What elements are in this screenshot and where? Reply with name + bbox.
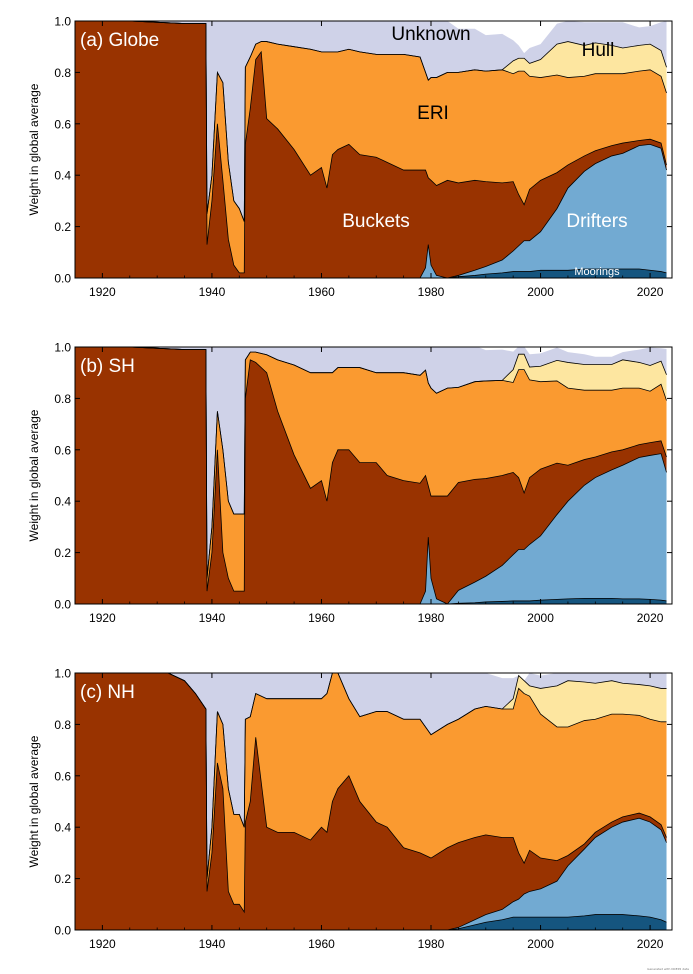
series-line-buckets — [75, 673, 667, 914]
x-tick-label: 2000 — [527, 611, 554, 625]
x-tick-label: 2000 — [527, 937, 554, 951]
y-tick-label: 0.6 — [54, 443, 71, 457]
y-axis-label: Weight in global average — [27, 409, 41, 541]
annotation-hull: Hull — [582, 40, 615, 61]
x-tick-label: 2000 — [527, 285, 554, 299]
axes-frame — [74, 672, 673, 931]
panel-title: (c) NH — [80, 682, 135, 703]
series-line-drifters — [75, 143, 667, 278]
series-area-drifters — [75, 453, 667, 604]
y-tick-label: 0.4 — [54, 821, 71, 835]
panel-globe: 1920 1940 1960 1980 2000 2020 0.0 0.2 0.4 0.6 0.8 1… — [27, 15, 673, 299]
series-area-buckets — [75, 347, 667, 604]
series-line-moorings — [75, 914, 667, 930]
series-area-hull — [75, 673, 667, 879]
plot-area — [75, 673, 667, 930]
plot-area — [75, 21, 667, 278]
series-line-buckets — [75, 347, 667, 592]
axes-frame — [74, 20, 673, 279]
x-tick-label: 1920 — [89, 285, 116, 299]
annotation-moorings: Moorings — [574, 266, 620, 278]
series-area-buckets — [75, 673, 667, 930]
series-area-buckets — [75, 21, 667, 278]
annotation-buckets: Buckets — [342, 211, 410, 232]
series-area-moorings — [75, 598, 667, 604]
x-tick-label: 1940 — [199, 611, 226, 625]
y-tick-label: 0.4 — [54, 169, 71, 183]
annotation-eri: ERI — [417, 103, 449, 124]
series-area-unknown — [75, 347, 667, 579]
series-area-drifters — [75, 818, 667, 930]
y-tick-label: 0.2 — [54, 872, 71, 886]
x-tick-label: 2020 — [637, 285, 664, 299]
annotation-unknown: Unknown — [391, 24, 470, 45]
y-tick-label: 0.4 — [54, 495, 71, 509]
y-tick-label: 0.8 — [54, 66, 71, 80]
y-tick-label: 0.6 — [54, 117, 71, 131]
y-tick-label: 1.0 — [54, 667, 71, 681]
panel-title: (a) Globe — [80, 30, 159, 51]
series-line-drifters — [75, 817, 667, 930]
y-tick-label: 0.0 — [54, 924, 71, 938]
y-tick-label: 1.0 — [54, 15, 71, 29]
x-tick-label: 2020 — [637, 611, 664, 625]
x-tick-label: 1960 — [308, 611, 335, 625]
credit-text: Generated with NCEP2 data — [647, 967, 689, 971]
x-tick-label: 1920 — [89, 611, 116, 625]
x-tick-label: 1980 — [418, 611, 445, 625]
y-axis-label: Weight in global average — [27, 83, 41, 215]
y-axis-label: Weight in global average — [27, 735, 41, 867]
y-tick-label: 0.6 — [54, 769, 71, 783]
y-tick-label: 0.8 — [54, 392, 71, 406]
x-tick-label: 1940 — [199, 937, 226, 951]
y-tick-label: 0.0 — [54, 598, 71, 612]
x-tick-label: 1920 — [89, 937, 116, 951]
x-tick-label: 1980 — [418, 937, 445, 951]
x-tick-label: 1960 — [308, 937, 335, 951]
x-tick-label: 1940 — [199, 285, 226, 299]
y-tick-label: 1.0 — [54, 341, 71, 355]
series-line-moorings — [75, 597, 667, 604]
x-tick-label: 1980 — [418, 285, 445, 299]
series-line-hull — [75, 21, 667, 222]
series-line-hull — [75, 673, 667, 879]
series-area-moorings — [75, 269, 667, 278]
panel-sh: 1920 1940 1960 1980 2000 2020 0.0 0.2 0.4 0.6 0.8 1… — [27, 341, 673, 625]
y-tick-label: 0.2 — [54, 220, 71, 234]
series-area-moorings — [75, 914, 667, 930]
axes-frame — [74, 346, 673, 605]
x-tick-label: 2020 — [637, 937, 664, 951]
plot-area — [75, 347, 667, 604]
series-area-drifters — [75, 144, 667, 278]
y-tick-label: 0.0 — [54, 272, 71, 286]
panel-title: (b) SH — [80, 356, 135, 377]
series-line-moorings — [75, 268, 667, 278]
series-line-drifters — [75, 453, 667, 604]
x-tick-label: 1960 — [308, 285, 335, 299]
series-area-eri — [75, 347, 667, 592]
series-line-hull — [75, 347, 667, 579]
y-tick-label: 0.8 — [54, 718, 71, 732]
panel-nh: 1920 1940 1960 1980 2000 2020 0.0 0.2 0.4 0.6 0.8 1… — [27, 667, 673, 951]
series-area-hull — [75, 347, 667, 579]
annotation-drifters: Drifters — [566, 211, 627, 232]
series-area-unknown — [75, 21, 667, 222]
series-line-buckets — [75, 21, 667, 274]
y-tick-label: 0.2 — [54, 546, 71, 560]
